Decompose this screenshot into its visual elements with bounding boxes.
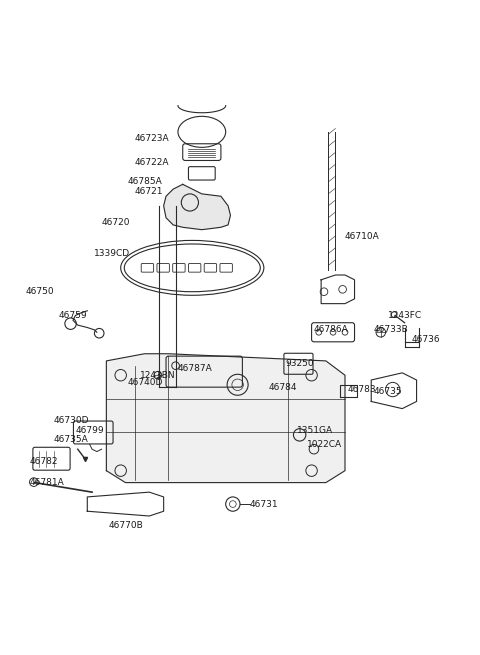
Text: 93250: 93250 [285, 359, 314, 368]
Text: 46720: 46720 [102, 218, 130, 227]
Text: 46784: 46784 [269, 383, 297, 392]
Text: 1339CD: 1339CD [95, 249, 131, 258]
Text: 1243FC: 1243FC [388, 311, 422, 320]
Text: 46733B: 46733B [373, 326, 408, 335]
Text: 46785A: 46785A [128, 178, 163, 187]
Text: 46721: 46721 [135, 187, 164, 196]
Text: 46770B: 46770B [109, 521, 144, 530]
Text: 46735A: 46735A [54, 435, 89, 444]
Text: 46786A: 46786A [314, 326, 348, 335]
Text: 46735: 46735 [373, 387, 402, 396]
Text: 46787A: 46787A [178, 364, 213, 373]
Text: 1351GA: 1351GA [297, 426, 334, 435]
Text: 46731: 46731 [250, 500, 278, 508]
Text: 46783: 46783 [348, 385, 376, 394]
Text: 46730D: 46730D [54, 416, 89, 425]
Text: 46781A: 46781A [30, 478, 65, 487]
Text: 46722A: 46722A [135, 159, 169, 168]
Polygon shape [107, 354, 345, 483]
Text: 46740D: 46740D [128, 378, 163, 387]
Text: 46710A: 46710A [345, 233, 380, 241]
Text: 1243BN: 1243BN [140, 371, 175, 380]
Text: 46750: 46750 [25, 287, 54, 296]
Text: 46736: 46736 [412, 335, 441, 344]
Text: 1022CA: 1022CA [307, 440, 342, 449]
Polygon shape [164, 184, 230, 230]
Text: 46723A: 46723A [135, 134, 169, 143]
Text: 46782: 46782 [30, 457, 59, 466]
Text: 46799: 46799 [75, 426, 104, 435]
Text: 46759: 46759 [59, 311, 87, 320]
